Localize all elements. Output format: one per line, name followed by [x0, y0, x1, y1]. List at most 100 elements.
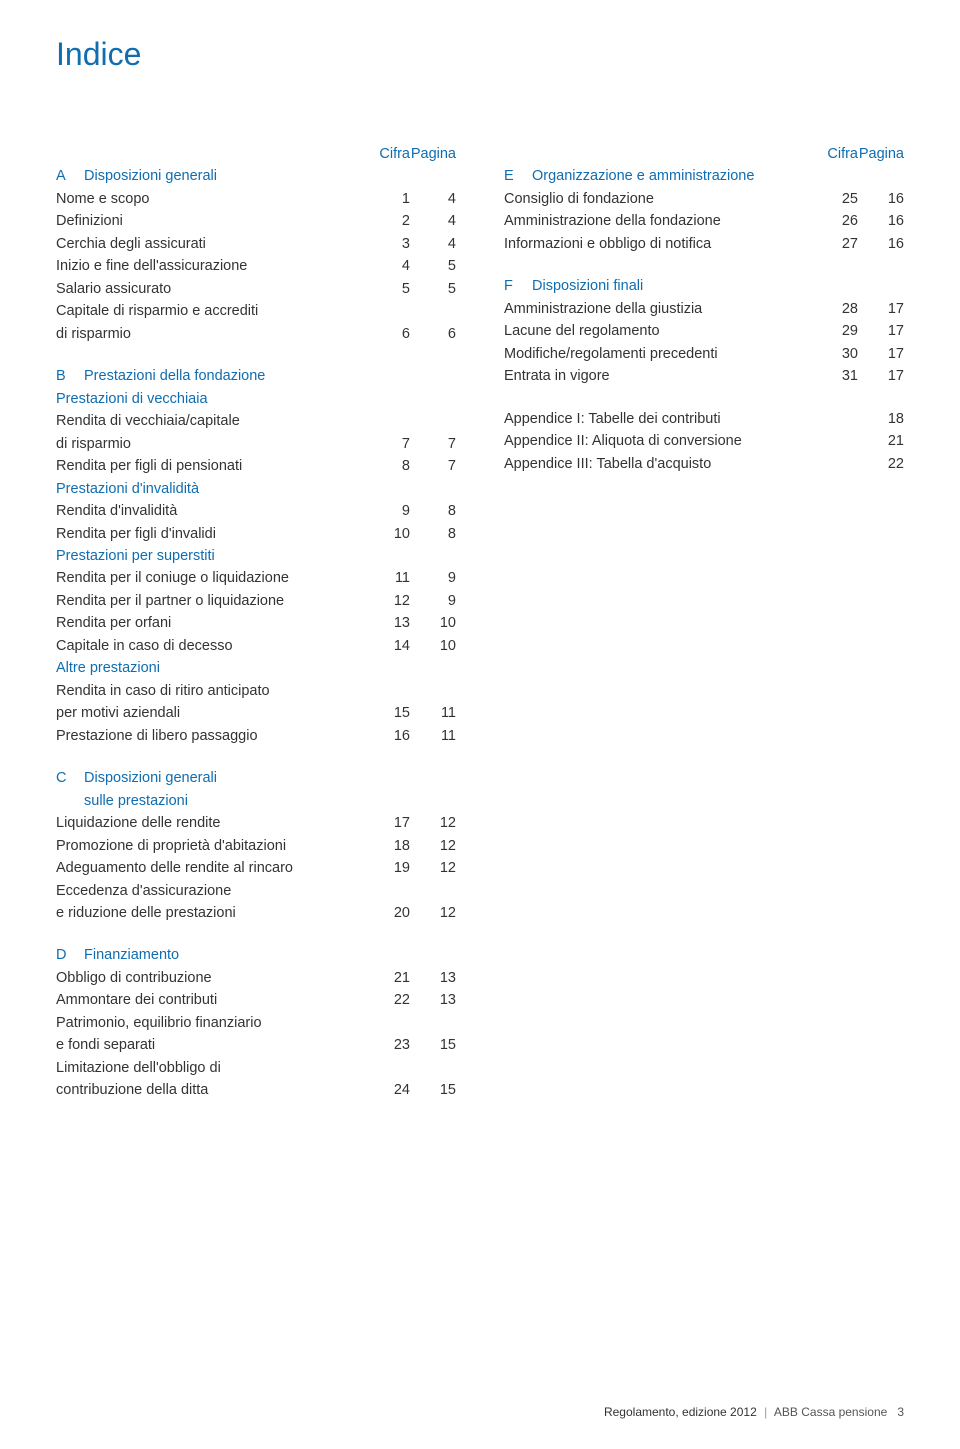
- toc-entry-label: Rendita per orfani: [56, 612, 364, 634]
- toc-entry-label: di risparmio: [56, 433, 364, 455]
- toc-entry: Appendice III: Tabella d'acquisto22: [504, 453, 904, 475]
- toc-entry-cifra: 13: [364, 612, 410, 634]
- toc-entry-label: Definizioni: [56, 210, 364, 232]
- toc-subsection-heading: Prestazioni per superstiti: [56, 545, 456, 567]
- toc-entry-pagina: 12: [410, 812, 456, 834]
- toc-entry: Rendita per figli di pensionati87: [56, 455, 456, 477]
- toc-entry-pagina: 15: [410, 1079, 456, 1101]
- toc-entry-pagina: 4: [410, 188, 456, 210]
- toc-entry-pagina: 22: [858, 453, 904, 475]
- toc-entry-cifra: 25: [812, 188, 858, 210]
- toc-entry: Adeguamento delle rendite al rincaro1912: [56, 857, 456, 879]
- toc-entry-pagina: 13: [410, 967, 456, 989]
- toc-entry: Rendita per orfani1310: [56, 612, 456, 634]
- section-label: Prestazioni della fondazione: [84, 368, 265, 384]
- toc-entry-pagina: 21: [858, 430, 904, 452]
- footer-separator: |: [764, 1405, 767, 1419]
- toc-entry-label: Rendita per il coniuge o liquidazione: [56, 567, 364, 589]
- toc-entry-cifra: 9: [364, 500, 410, 522]
- toc-entry: Ammontare dei contributi2213: [56, 989, 456, 1011]
- toc-entry-label: Prestazione di libero passaggio: [56, 725, 364, 747]
- footer-edition: Regolamento, edizione 2012: [604, 1405, 757, 1419]
- toc-entry-pagina: 4: [410, 233, 456, 255]
- toc-entry-label: Consiglio di fondazione: [504, 188, 812, 210]
- page-title: Indice: [56, 36, 904, 73]
- toc-entry-label: Rendita per figli di pensionati: [56, 455, 364, 477]
- cifra-header: Cifra: [364, 143, 410, 165]
- toc-entry-pagina: 10: [410, 635, 456, 657]
- toc-entry-pagina: 12: [410, 857, 456, 879]
- toc-entry-label: Modifiche/regolamenti precedenti: [504, 343, 812, 365]
- toc-entry-pagina: 7: [410, 455, 456, 477]
- toc-entry-cifra: 1: [364, 188, 410, 210]
- toc-entry-cifra: 29: [812, 320, 858, 342]
- toc-entry: Capitale di risparmio e accrediti: [56, 300, 456, 322]
- toc-entry-label: Rendita d'invalidità: [56, 500, 364, 522]
- section-label: Organizzazione e amministrazione: [532, 168, 754, 184]
- section-letter: C: [56, 767, 84, 789]
- toc-section-heading: DFinanziamento: [56, 944, 456, 966]
- toc-entry: Capitale in caso di decesso1410: [56, 635, 456, 657]
- toc-entry-cifra: 28: [812, 298, 858, 320]
- toc-entry: Inizio e fine dell'assicurazione45: [56, 255, 456, 277]
- toc-entry-cifra: 21: [364, 967, 410, 989]
- toc-entry-label: Rendita di vecchiaia/capitale: [56, 410, 364, 432]
- toc-entry-pagina: 12: [410, 835, 456, 857]
- toc-entry-label: Limitazione dell'obbligo di: [56, 1057, 364, 1079]
- toc-entry-label: contribuzione della ditta: [56, 1079, 364, 1101]
- toc-entry-pagina: 11: [410, 702, 456, 724]
- toc-entry-label: Rendita in caso di ritiro anticipato: [56, 680, 364, 702]
- toc-entry-pagina: 17: [858, 365, 904, 387]
- toc-columns: CifraPaginaADisposizioni generaliNome e …: [56, 143, 904, 1102]
- toc-subsection-heading: Altre prestazioni: [56, 657, 456, 679]
- toc-entry-pagina: 16: [858, 233, 904, 255]
- page-footer: Regolamento, edizione 2012 | ABB Cassa p…: [604, 1405, 904, 1419]
- toc-entry-pagina: 9: [410, 567, 456, 589]
- toc-entry-cifra: 26: [812, 210, 858, 232]
- toc-entry: e fondi separati2315: [56, 1034, 456, 1056]
- toc-entry-label: di risparmio: [56, 323, 364, 345]
- toc-entry: Rendita per il partner o liquidazione129: [56, 590, 456, 612]
- toc-entry: di risparmio66: [56, 323, 456, 345]
- toc-entry: e riduzione delle prestazioni2012: [56, 902, 456, 924]
- toc-entry-pagina: 17: [858, 320, 904, 342]
- toc-entry-cifra: 22: [364, 989, 410, 1011]
- toc-entry-label: Cerchia degli assicurati: [56, 233, 364, 255]
- toc-entry-pagina: 17: [858, 343, 904, 365]
- toc-entry: Appendice II: Aliquota di conversione21: [504, 430, 904, 452]
- toc-entry-cifra: 15: [364, 702, 410, 724]
- section-letter: F: [504, 275, 532, 297]
- toc-entry-pagina: 18: [858, 408, 904, 430]
- toc-entry-label: Appendice I: Tabelle dei contributi: [504, 408, 812, 430]
- pagina-header: Pagina: [410, 143, 456, 165]
- toc-section-heading: FDisposizioni finali: [504, 275, 904, 297]
- toc-entry-label: Entrata in vigore: [504, 365, 812, 387]
- toc-entry-pagina: 7: [410, 433, 456, 455]
- toc-entry-cifra: 8: [364, 455, 410, 477]
- toc-entry-label: Lacune del regolamento: [504, 320, 812, 342]
- toc-entry-pagina: 6: [410, 323, 456, 345]
- toc-entry-pagina: 5: [410, 278, 456, 300]
- toc-entry-cifra: 10: [364, 523, 410, 545]
- toc-entry-cifra: 4: [364, 255, 410, 277]
- toc-section-heading: CDisposizioni generali: [56, 767, 456, 789]
- toc-entry-pagina: 16: [858, 210, 904, 232]
- toc-entry: Prestazione di libero passaggio1611: [56, 725, 456, 747]
- toc-entry-label: Nome e scopo: [56, 188, 364, 210]
- toc-entry-label: Informazioni e obbligo di notifica: [504, 233, 812, 255]
- section-label: Disposizioni generali: [84, 168, 217, 184]
- toc-entry: di risparmio77: [56, 433, 456, 455]
- section-letter: E: [504, 165, 532, 187]
- toc-entry: Salario assicurato55: [56, 278, 456, 300]
- toc-entry: Amministrazione della fondazione2616: [504, 210, 904, 232]
- toc-column-left: CifraPaginaADisposizioni generaliNome e …: [56, 143, 456, 1102]
- toc-entry-label: Promozione di proprietà d'abitazioni: [56, 835, 364, 857]
- toc-entry-label: Inizio e fine dell'assicurazione: [56, 255, 364, 277]
- toc-subsection-heading: Prestazioni d'invalidità: [56, 478, 456, 500]
- toc-entry: Nome e scopo14: [56, 188, 456, 210]
- section-label: Disposizioni finali: [532, 278, 643, 294]
- toc-entry-label: e riduzione delle prestazioni: [56, 902, 364, 924]
- toc-entry-cifra: 5: [364, 278, 410, 300]
- toc-entry: Definizioni24: [56, 210, 456, 232]
- toc-entry-cifra: 14: [364, 635, 410, 657]
